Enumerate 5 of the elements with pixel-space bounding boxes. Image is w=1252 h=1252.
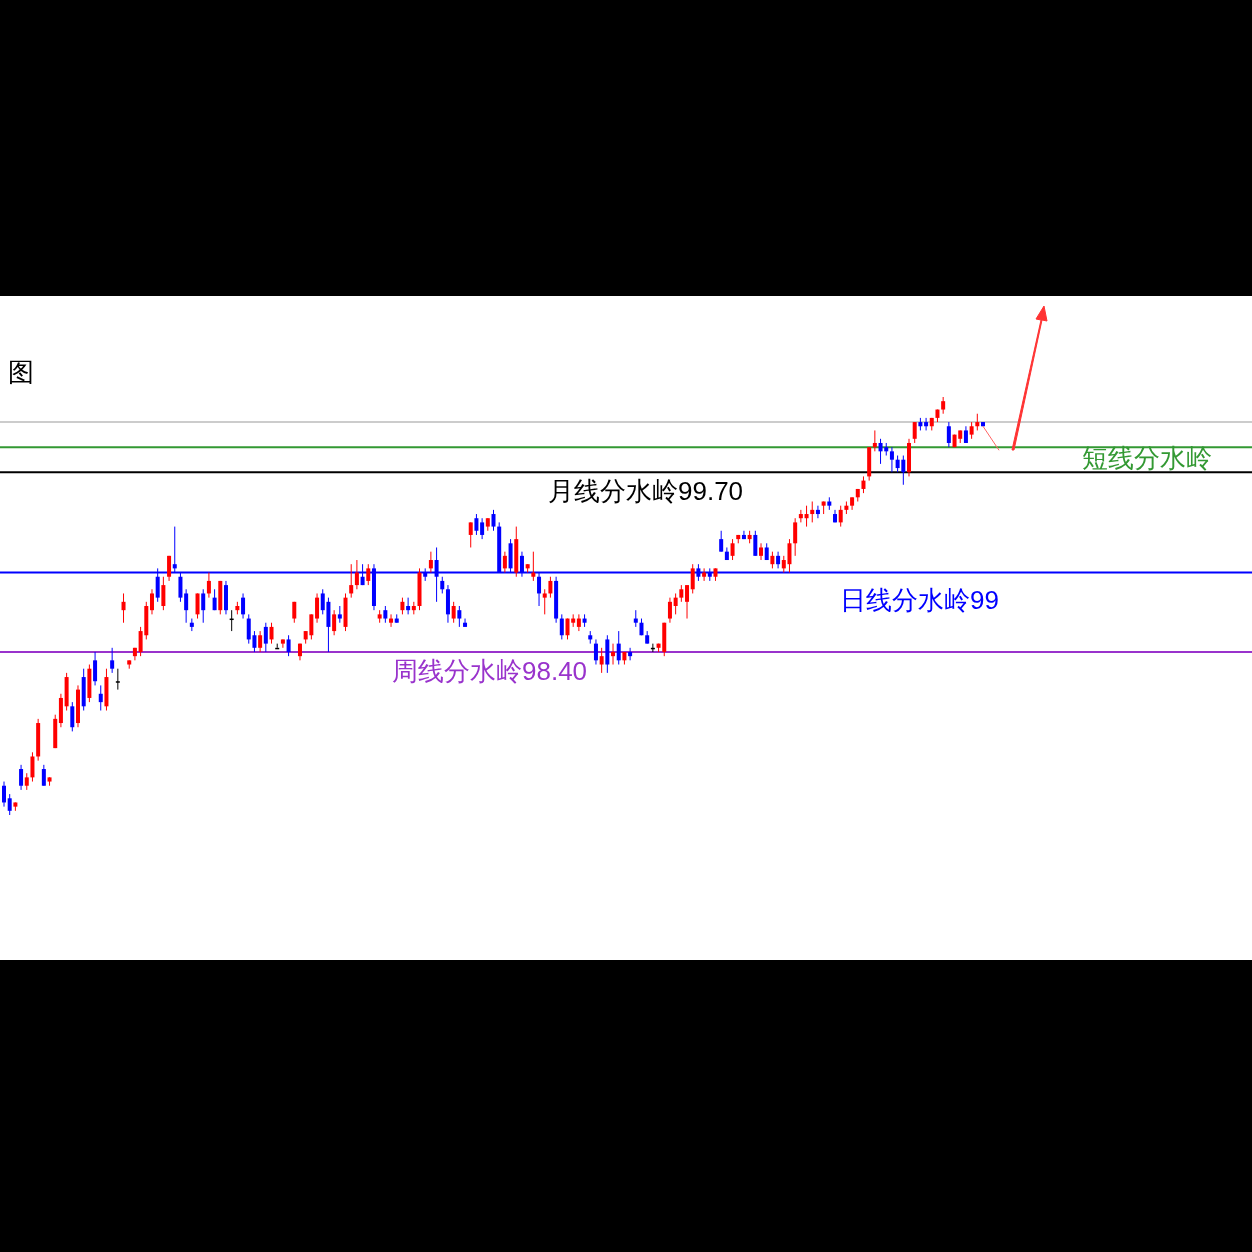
ref-line-label: 日线分水岭99 <box>840 584 999 615</box>
ref-line-label: 短线分水岭 <box>1082 443 1212 474</box>
ref-line-label: 月线分水岭99.70 <box>548 476 744 507</box>
ref-line-label: 周线分水岭98.40 <box>392 655 588 686</box>
chart-title: 图 <box>8 357 34 387</box>
